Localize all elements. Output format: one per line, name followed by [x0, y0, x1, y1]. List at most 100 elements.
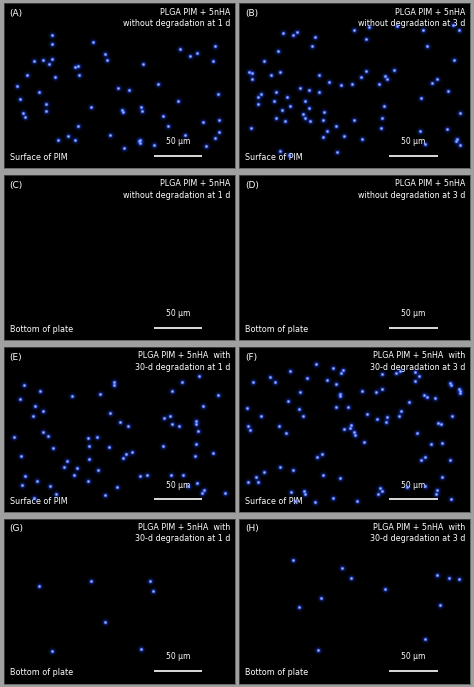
- Point: [248, 68, 256, 79]
- Point: [14, 80, 21, 91]
- Point: [287, 486, 294, 497]
- Point: [94, 465, 101, 476]
- Point: [351, 429, 358, 440]
- Point: [161, 412, 168, 423]
- Point: [101, 49, 109, 60]
- Point: [85, 440, 93, 451]
- Point: [300, 109, 307, 120]
- Point: [150, 139, 157, 150]
- Point: [271, 376, 279, 387]
- Point: [361, 436, 368, 447]
- Point: [103, 54, 110, 65]
- Point: [210, 448, 217, 459]
- Point: [447, 493, 455, 504]
- Point: [433, 74, 441, 85]
- Point: [44, 431, 52, 442]
- Point: [121, 142, 128, 153]
- Point: [20, 379, 28, 390]
- Point: [84, 432, 92, 443]
- Point: [16, 394, 23, 405]
- Point: [118, 105, 126, 116]
- Point: [374, 488, 382, 499]
- Point: [168, 385, 176, 396]
- Point: [128, 447, 136, 458]
- Point: [135, 136, 143, 147]
- Point: [73, 462, 81, 473]
- Point: [301, 485, 308, 496]
- Point: [313, 451, 321, 462]
- Text: Bottom of plate: Bottom of plate: [245, 325, 308, 334]
- Point: [253, 471, 260, 482]
- Text: 50 μm: 50 μm: [401, 652, 426, 662]
- Point: [421, 481, 428, 492]
- Point: [456, 108, 464, 119]
- Point: [289, 30, 297, 41]
- Point: [257, 89, 265, 100]
- Point: [73, 462, 81, 473]
- Point: [398, 405, 405, 416]
- Point: [167, 470, 174, 481]
- Point: [378, 384, 385, 395]
- Point: [337, 391, 344, 402]
- Point: [248, 68, 256, 79]
- Point: [46, 59, 53, 70]
- Point: [136, 134, 144, 145]
- Point: [74, 60, 82, 71]
- Point: [456, 385, 464, 396]
- Point: [211, 41, 219, 52]
- Point: [341, 131, 348, 142]
- Point: [447, 454, 454, 465]
- Point: [164, 120, 172, 131]
- Point: [52, 488, 59, 499]
- Point: [421, 481, 428, 492]
- Point: [16, 394, 23, 405]
- Point: [266, 372, 273, 383]
- Point: [22, 112, 29, 123]
- Point: [421, 452, 428, 463]
- Point: [295, 601, 302, 612]
- Point: [150, 139, 157, 150]
- Point: [447, 454, 454, 465]
- Point: [52, 71, 59, 82]
- Point: [39, 54, 46, 65]
- Point: [315, 644, 322, 655]
- Point: [318, 449, 326, 460]
- Point: [453, 135, 460, 146]
- Point: [311, 32, 319, 43]
- Point: [202, 140, 210, 151]
- Point: [329, 362, 337, 373]
- Point: [378, 113, 386, 124]
- Point: [248, 68, 256, 79]
- Point: [339, 365, 347, 376]
- Point: [214, 390, 222, 401]
- Point: [160, 111, 167, 122]
- Point: [319, 131, 327, 142]
- Point: [318, 593, 325, 604]
- Point: [334, 147, 341, 158]
- Point: [174, 95, 182, 106]
- Point: [354, 495, 361, 506]
- Point: [33, 476, 41, 487]
- Point: [192, 416, 200, 427]
- Point: [85, 440, 93, 451]
- Point: [286, 100, 294, 111]
- Point: [261, 56, 268, 67]
- Point: [315, 87, 323, 98]
- Point: [146, 576, 154, 587]
- Point: [48, 54, 56, 65]
- Point: [195, 425, 202, 436]
- Text: 50 μm: 50 μm: [401, 308, 426, 318]
- Point: [358, 385, 365, 396]
- Point: [257, 89, 265, 100]
- Point: [350, 25, 357, 36]
- Text: Surface of PIM: Surface of PIM: [245, 497, 303, 506]
- Point: [106, 130, 114, 141]
- Point: [87, 102, 95, 113]
- Point: [149, 586, 156, 597]
- Point: [357, 71, 365, 82]
- Point: [336, 473, 344, 484]
- Text: (B): (B): [245, 9, 258, 19]
- Point: [136, 134, 144, 145]
- Point: [450, 54, 458, 65]
- Point: [39, 426, 46, 437]
